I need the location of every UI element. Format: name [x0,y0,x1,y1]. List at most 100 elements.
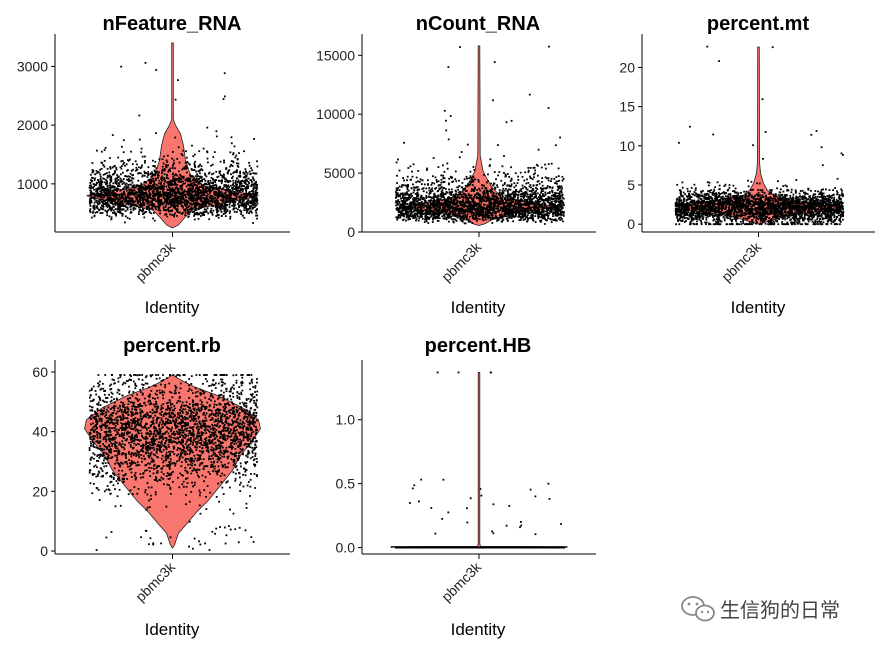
data-point [163,202,165,205]
data-point [240,194,243,196]
data-point [148,186,150,189]
data-point [474,214,477,216]
data-point [190,209,193,212]
data-point [412,197,415,199]
data-point [211,173,213,176]
data-point [252,196,255,199]
data-point [481,218,484,221]
data-point [98,186,101,189]
data-point [165,164,167,166]
data-point [195,175,197,177]
data-point [139,195,142,198]
data-point [478,202,480,205]
data-point [554,203,556,206]
data-point [217,179,220,182]
data-point [428,218,430,220]
data-point [252,186,255,189]
data-point [411,215,414,218]
data-point [179,185,182,187]
data-point [139,204,142,207]
data-point [410,187,413,189]
data-point [140,209,142,212]
data-point [101,212,104,214]
data-point [556,182,558,185]
data-point [246,202,249,205]
data-point [180,178,183,181]
data-point [242,198,244,200]
data-point [204,189,207,192]
data-point [112,189,115,192]
data-point [130,192,132,195]
data-point [95,194,97,197]
data-point [236,192,238,195]
data-point [482,210,484,212]
data-point [242,196,245,198]
data-point [551,187,554,189]
data-point [247,208,250,211]
data-point [501,215,504,218]
data-point [179,195,182,198]
data-point [556,189,559,191]
data-point [109,186,112,189]
data-point [513,186,516,189]
data-point [200,191,203,194]
data-point [510,185,513,187]
data-point [240,213,242,215]
data-point [144,172,146,175]
data-point [462,192,465,195]
data-point [235,198,238,200]
data-point [450,198,453,201]
data-point [137,185,139,187]
data-point [181,188,184,191]
data-point [242,171,245,174]
data-point [170,184,173,187]
data-point [482,219,485,222]
data-point [119,212,122,214]
y-tick-label: 3000 [17,58,48,74]
data-point [252,191,255,193]
data-point [242,205,245,207]
data-point [165,204,167,207]
data-point [211,213,214,216]
data-point [445,204,448,207]
data-point [203,198,206,201]
data-point [183,208,186,211]
data-point [251,207,254,209]
data-point [533,203,536,206]
data-point [473,205,476,207]
data-point [529,184,532,186]
data-point [447,203,450,206]
data-point [243,206,246,209]
data-point [424,214,427,217]
data-point [507,188,510,191]
data-point [403,141,405,144]
data-point [158,207,161,210]
data-point [395,208,398,210]
data-point [185,185,188,188]
data-point [503,155,505,157]
data-point [480,198,483,201]
data-point [168,169,170,171]
data-point [239,200,242,202]
data-point [424,204,426,207]
data-point [212,186,215,189]
data-point [445,216,448,219]
data-point [213,201,216,204]
data-point [450,201,453,204]
data-point [179,201,181,203]
data-point [191,200,193,202]
data-point [426,167,429,170]
data-point [397,216,400,219]
data-point [510,119,513,122]
data-point [471,201,474,203]
data-point [178,180,181,183]
data-point [109,157,111,159]
data-point [137,179,140,182]
data-point [161,172,163,174]
data-point [245,202,248,205]
data-point [446,200,448,203]
data-point [499,193,502,196]
data-point [198,188,200,190]
data-point [109,208,112,211]
data-point [150,175,153,178]
